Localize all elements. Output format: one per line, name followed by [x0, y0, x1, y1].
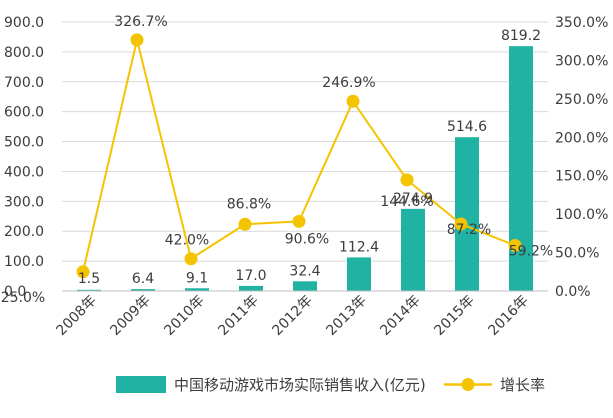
- bar-value-label: 1.5: [78, 271, 100, 287]
- legend-line-label: 增长率: [500, 376, 545, 394]
- x-tick-label: 2011年: [215, 293, 261, 339]
- growth-value-label: 246.9%: [322, 75, 375, 91]
- x-tick-label: 2014年: [377, 293, 423, 339]
- x-tick-label: 2013年: [323, 293, 369, 339]
- growth-value-label: 87.2%: [447, 222, 491, 238]
- bar: [239, 285, 263, 291]
- bar-value-label: 514.6: [447, 119, 487, 135]
- x-tick-label: 2016年: [485, 293, 531, 339]
- bar-value-label: 819.2: [501, 28, 541, 44]
- left-tick-label: 900.0: [4, 15, 44, 31]
- growth-value-label: 144.6%: [380, 194, 433, 210]
- left-tick-label: 600.0: [4, 105, 44, 121]
- left-tick-label: 100.0: [4, 254, 44, 270]
- growth-value-label: 326.7%: [114, 14, 167, 30]
- growth-value-label: 42.0%: [165, 233, 209, 249]
- growth-value-label: 59.2%: [509, 244, 553, 260]
- growth-marker: [238, 217, 252, 231]
- bar: [293, 281, 317, 291]
- growth-marker: [184, 252, 198, 266]
- bar-value-label: 32.4: [289, 263, 320, 279]
- bar-value-label: 6.4: [132, 271, 154, 287]
- x-tick-label: 2015年: [431, 293, 477, 339]
- growth-marker: [76, 265, 90, 279]
- bar-value-label: 17.0: [235, 268, 266, 284]
- left-tick-label: 700.0: [4, 75, 44, 91]
- data-labels: 1.5 6.4 9.1 17.0 32.4 112.4 274.9 514.6 819.2 25.…: [1, 14, 553, 306]
- right-tick-label: 250.0%: [555, 92, 608, 108]
- bar-value-label: 112.4: [339, 239, 379, 255]
- left-tick-label: 400.0: [4, 164, 44, 180]
- bar: [347, 257, 371, 291]
- growth-value-label: 90.6%: [285, 231, 329, 247]
- legend-line-marker: [461, 378, 475, 391]
- x-tick-label: 2012年: [269, 293, 315, 339]
- left-tick-label: 300.0: [4, 194, 44, 210]
- bar-value-label: 9.1: [186, 270, 208, 286]
- growth-marker: [454, 217, 468, 231]
- left-tick-label: 0.0: [4, 284, 26, 300]
- legend-bar-swatch: [116, 376, 166, 393]
- growth-marker: [130, 33, 144, 47]
- x-tick-label: 2010年: [161, 293, 207, 339]
- x-tick-label: 2009年: [107, 293, 153, 339]
- bar-value-label: 274.9: [393, 191, 433, 207]
- right-tick-label: 200.0%: [555, 130, 608, 146]
- left-tick-label: 200.0: [4, 224, 44, 240]
- right-tick-label: 300.0%: [555, 53, 608, 69]
- x-tick-label: 2008年: [53, 293, 99, 339]
- right-tick-label: 0.0%: [555, 284, 591, 300]
- bar: [131, 289, 155, 291]
- legend: 中国移动游戏市场实际销售收入(亿元) 增长率: [116, 376, 545, 394]
- right-tick-label: 100.0%: [555, 207, 608, 223]
- bar: [455, 137, 479, 291]
- left-tick-label: 800.0: [4, 45, 44, 61]
- growth-marker: [346, 94, 360, 108]
- growth-marker: [292, 214, 306, 228]
- right-tick-label: 350.0%: [555, 15, 608, 31]
- growth-marker: [508, 239, 522, 253]
- growth-value-label: 25.0%: [1, 290, 45, 306]
- legend-bar-label: 中国移动游戏市场实际销售收入(亿元): [174, 376, 426, 394]
- growth-marker: [400, 173, 414, 187]
- growth-value-label: 86.8%: [227, 196, 271, 212]
- right-tick-label: 50.0%: [555, 246, 599, 262]
- gridlines: [62, 21, 548, 292]
- growth-line: [76, 33, 522, 279]
- bars: [77, 46, 533, 291]
- right-tick-label: 150.0%: [555, 169, 608, 185]
- bar: [185, 288, 209, 291]
- bar: [77, 289, 101, 291]
- bar: [401, 208, 425, 291]
- left-tick-label: 500.0: [4, 135, 44, 151]
